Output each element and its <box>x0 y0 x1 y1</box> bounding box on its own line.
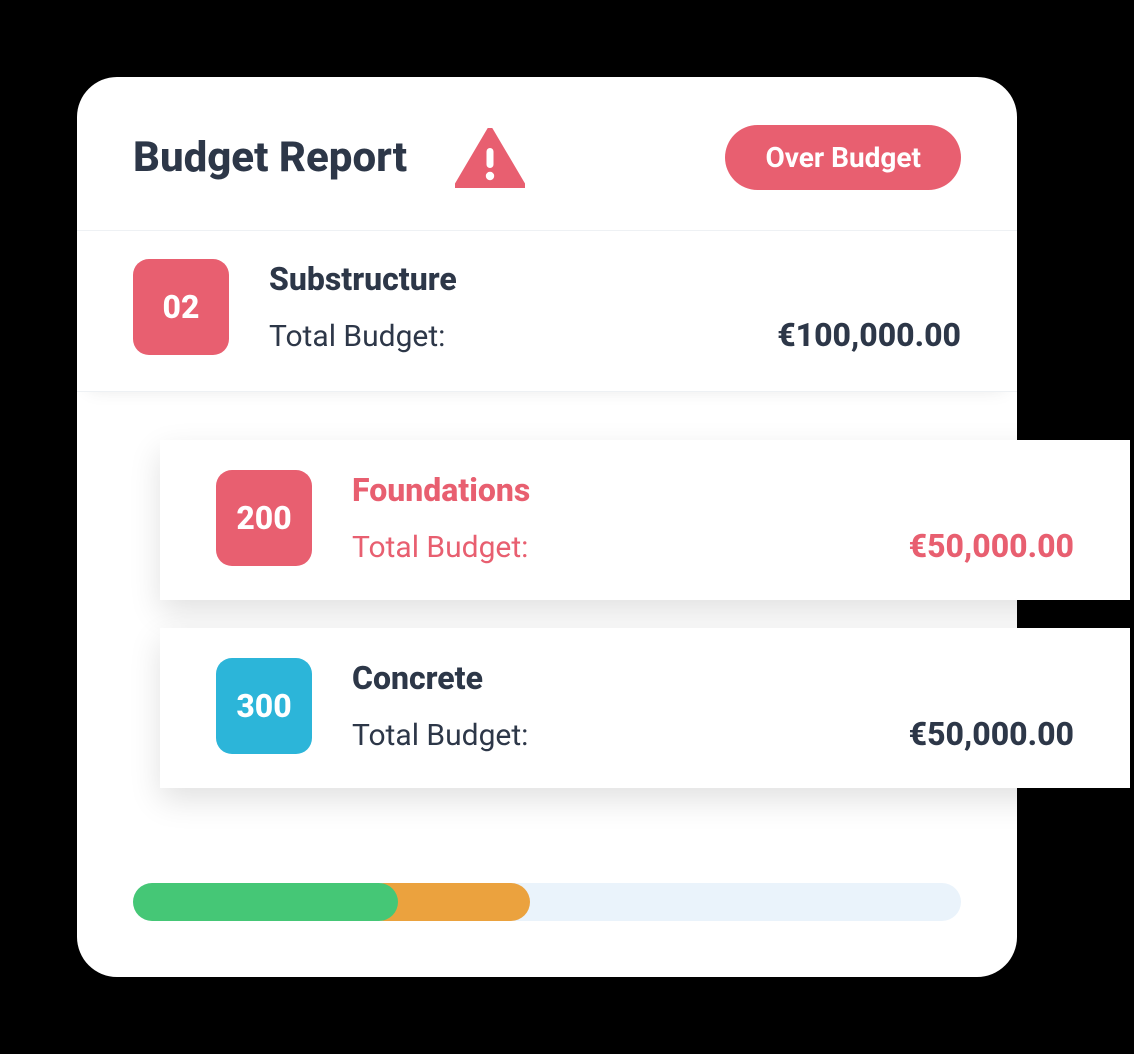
warning-icon <box>455 128 525 188</box>
over-budget-badge: Over Budget <box>725 125 961 190</box>
subcategory-title: Foundations <box>352 471 530 509</box>
subcategory-list: 200FoundationsTotal Budget:€50,000.00300… <box>160 440 1130 788</box>
budget-amount: €50,000.00 <box>909 715 1074 753</box>
category-title: Substructure <box>269 260 457 298</box>
subcategory-badge: 200 <box>216 470 312 566</box>
budget-label: Total Budget: <box>352 530 528 565</box>
progress-bar <box>133 883 961 921</box>
budget-amount: €50,000.00 <box>909 527 1074 565</box>
subcategory-title: Concrete <box>352 659 483 697</box>
page-title: Budget Report <box>133 133 407 182</box>
budget-label: Total Budget: <box>269 319 445 354</box>
subcategory-row[interactable]: 200 Foundations Total Budget: €50,000.00 <box>160 440 1130 600</box>
budget-label: Total Budget: <box>352 718 528 753</box>
budget-amount: €100,000.00 <box>777 316 961 354</box>
subcategory-badge: 300 <box>216 658 312 754</box>
main-category-row[interactable]: 02 Substructure Total Budget: €100,000.0… <box>77 231 1017 392</box>
subcategory-row[interactable]: 300 Concrete Total Budget: €50,000.00 <box>160 628 1130 788</box>
card-header: Budget Report Over Budget <box>77 77 1017 231</box>
category-badge: 02 <box>133 259 229 355</box>
progress-segment <box>133 883 398 921</box>
